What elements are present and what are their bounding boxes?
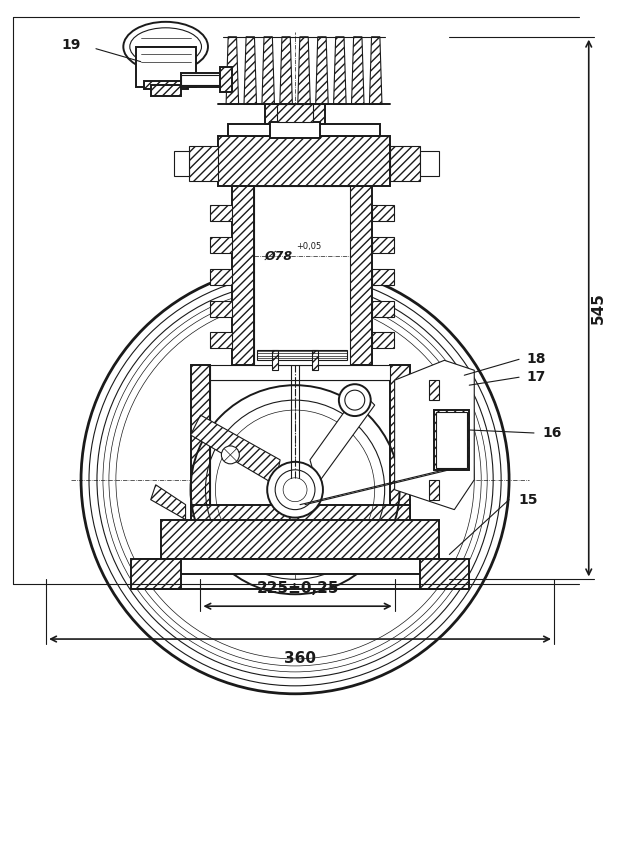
Bar: [210, 365, 389, 380]
Bar: [173, 151, 189, 176]
Text: 360: 360: [284, 651, 316, 666]
Bar: [228, 124, 379, 136]
Bar: [372, 268, 394, 285]
Bar: [219, 136, 389, 186]
Bar: [191, 504, 410, 525]
Polygon shape: [370, 37, 382, 104]
Polygon shape: [334, 37, 346, 104]
Bar: [430, 480, 439, 499]
Polygon shape: [262, 37, 274, 104]
Bar: [181, 73, 225, 86]
Text: 15: 15: [518, 492, 537, 507]
Text: Ø78: Ø78: [264, 250, 292, 262]
Text: 225±0,25: 225±0,25: [256, 581, 339, 596]
Bar: [436, 412, 467, 468]
Circle shape: [267, 462, 323, 517]
Bar: [389, 146, 420, 181]
Text: 18: 18: [526, 352, 545, 366]
Circle shape: [283, 478, 307, 502]
Bar: [150, 85, 181, 97]
Circle shape: [222, 446, 240, 463]
Circle shape: [339, 384, 371, 416]
Bar: [272, 351, 278, 370]
Text: 19: 19: [61, 38, 80, 51]
Bar: [420, 151, 439, 176]
Bar: [372, 205, 394, 221]
Polygon shape: [191, 415, 280, 485]
Polygon shape: [150, 485, 186, 520]
Bar: [141, 559, 459, 575]
Polygon shape: [352, 37, 364, 104]
Bar: [220, 67, 232, 91]
Polygon shape: [280, 37, 292, 104]
Bar: [136, 47, 196, 86]
Bar: [191, 365, 210, 525]
Bar: [270, 122, 320, 139]
Bar: [312, 351, 318, 370]
Circle shape: [275, 469, 315, 510]
Bar: [277, 104, 313, 122]
Bar: [350, 186, 372, 365]
Circle shape: [345, 390, 365, 410]
Bar: [389, 365, 410, 525]
Bar: [210, 268, 232, 285]
Bar: [232, 186, 254, 365]
Bar: [372, 333, 394, 348]
Bar: [210, 301, 232, 316]
Text: +0,05: +0,05: [296, 242, 321, 251]
Bar: [131, 559, 181, 589]
Bar: [435, 410, 469, 469]
Polygon shape: [310, 390, 374, 485]
Polygon shape: [316, 37, 328, 104]
Bar: [420, 559, 469, 589]
Text: 17: 17: [526, 370, 545, 384]
Bar: [189, 146, 219, 181]
Bar: [265, 104, 325, 124]
Bar: [258, 351, 347, 360]
Bar: [210, 380, 389, 504]
Bar: [372, 237, 394, 253]
Bar: [430, 380, 439, 400]
Bar: [210, 333, 232, 348]
Bar: [210, 205, 232, 221]
Polygon shape: [298, 37, 310, 104]
Bar: [210, 237, 232, 253]
Polygon shape: [395, 360, 474, 510]
Polygon shape: [226, 37, 238, 104]
Ellipse shape: [130, 28, 202, 66]
Polygon shape: [244, 37, 256, 104]
Bar: [181, 74, 225, 85]
Bar: [144, 80, 188, 89]
Text: 16: 16: [542, 426, 561, 440]
Bar: [254, 186, 350, 365]
Ellipse shape: [123, 22, 208, 72]
Bar: [372, 301, 394, 316]
Text: 545: 545: [591, 292, 606, 324]
Bar: [161, 520, 439, 559]
Circle shape: [81, 266, 509, 693]
